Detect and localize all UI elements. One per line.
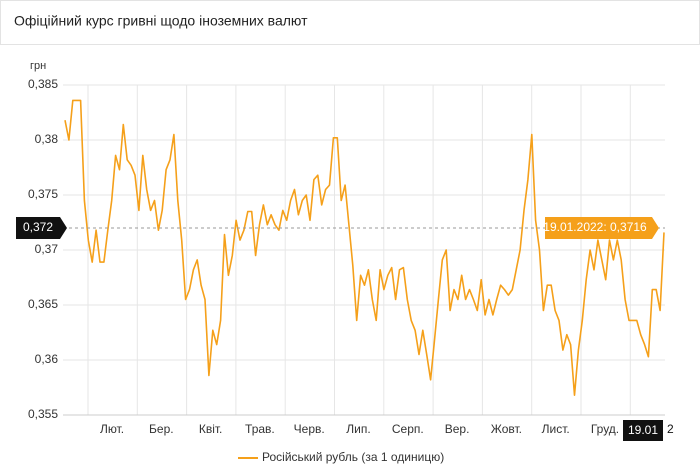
crosshair-label: 0,372 [23, 220, 53, 234]
x-tick-label: Лют. [100, 422, 124, 436]
x-edge-label: 2 [667, 422, 674, 436]
x-tick-label: Жовт. [491, 422, 522, 436]
x-tick-label: Серп. [392, 422, 424, 436]
x-tick-label: Бер. [149, 422, 174, 436]
x-tick-label: Лист. [542, 422, 570, 436]
y-tick-label: 0,355 [28, 407, 58, 421]
y-tick-label: 0,385 [28, 77, 58, 91]
y-tick-label: 0,365 [28, 297, 58, 311]
x-tick-label: Вер. [445, 422, 470, 436]
x-tick-label: Лип. [346, 422, 370, 436]
cursor-label-box [623, 420, 663, 441]
crosshair-label-box [16, 217, 67, 239]
y-tick-label: 0,38 [35, 132, 59, 146]
tooltip-box [545, 217, 659, 239]
tooltip-text: 19.01.2022: 0,3716 [543, 220, 647, 234]
y-tick-label: 0,37 [35, 242, 59, 256]
x-tick-label: Черв. [294, 422, 325, 436]
y-axis-label: грн [30, 60, 46, 72]
y-tick-label: 0,36 [35, 352, 59, 366]
legend-label: Російський рубль (за 1 одиницю) [262, 450, 444, 464]
chart-title: Офіційний курс гривні щодо іноземних вал… [14, 13, 308, 29]
header [0, 0, 700, 45]
x-tick-label: Трав. [245, 422, 275, 436]
y-tick-label: 0,375 [28, 187, 58, 201]
x-tick-label: Груд. [591, 422, 619, 436]
line-series [64, 99, 665, 396]
x-tick-label: Квіт. [199, 422, 223, 436]
cursor-label: 19.01 [628, 423, 658, 437]
